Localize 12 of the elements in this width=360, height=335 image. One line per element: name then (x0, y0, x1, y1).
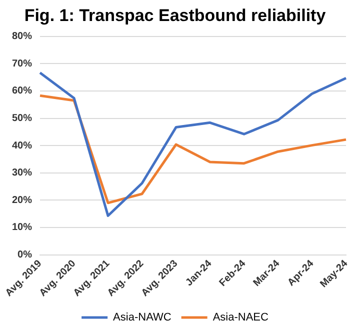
y-tick-label: 20% (12, 194, 32, 206)
chart-title: Fig. 1: Transpac Eastbound reliability (24, 6, 326, 25)
legend-label: Asia-NAEC (212, 312, 268, 324)
y-tick-label: 0% (18, 250, 32, 261)
legend-label: Asia-NAWC (113, 312, 172, 324)
y-tick-label: 50% (12, 113, 32, 124)
y-tick-label: 40% (12, 140, 32, 152)
y-tick-label: 70% (12, 58, 32, 70)
y-tick-label: 80% (12, 31, 32, 42)
y-tick-label: 30% (12, 168, 32, 179)
y-tick-label: 60% (12, 86, 32, 97)
y-tick-label: 10% (12, 222, 32, 234)
